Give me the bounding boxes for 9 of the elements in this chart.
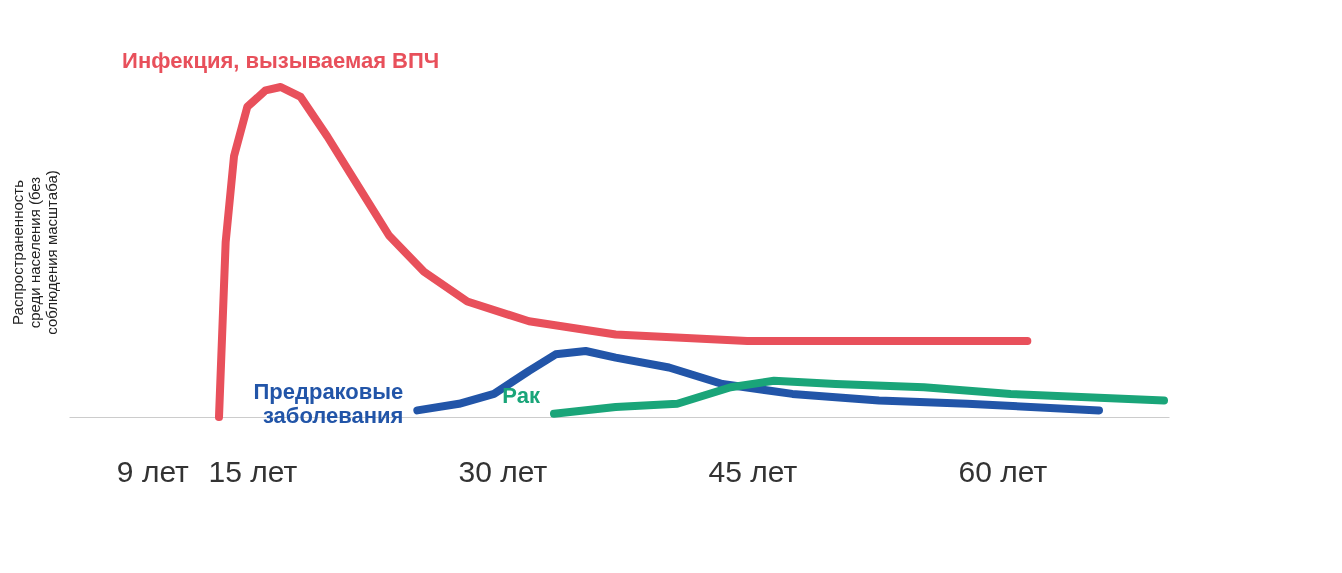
x-tick-label: 45 лет <box>708 454 798 488</box>
y-axis-title: Распространенность среди населения (без соблюдения масштаба) <box>8 170 60 335</box>
x-tick-label: 9 лет <box>116 454 190 488</box>
series-label: Предраковые заболевания <box>253 379 404 429</box>
series-label: Рак <box>502 382 541 408</box>
x-tick-label: 30 лет <box>458 454 548 488</box>
series-label: Инфекция, вызываемая ВПЧ <box>122 48 440 73</box>
x-tick-label: 60 лет <box>958 454 1048 488</box>
x-tick-label: 15 лет <box>208 454 298 488</box>
